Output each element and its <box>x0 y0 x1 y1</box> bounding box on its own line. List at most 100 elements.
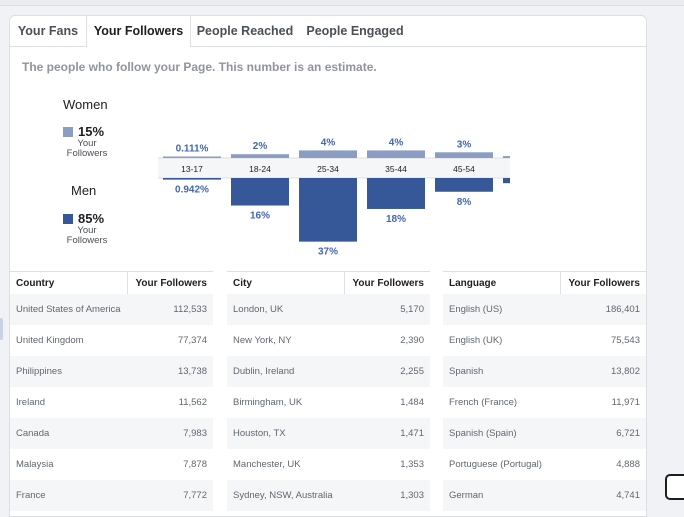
legend-men-percent: 85% <box>78 211 105 226</box>
table-row: German 4,741 <box>443 480 646 511</box>
city-followers-column-header[interactable]: Your Followers <box>352 278 425 289</box>
country-table-header: Country Your Followers <box>10 271 213 296</box>
women-bar-45-54 <box>435 152 493 158</box>
followers-count: 13,738 <box>177 366 207 377</box>
followers-card: Your Fans Your Followers People Reached … <box>9 15 647 517</box>
followers-count: 2,255 <box>400 366 424 377</box>
city-name: Birmingham, UK <box>233 397 303 408</box>
city-name: Dublin, Ireland <box>233 366 295 377</box>
followers-count: 1,303 <box>400 490 424 501</box>
women-bar-13-17 <box>163 156 221 158</box>
left-scroll-marker <box>0 318 3 340</box>
language-followers-column-header[interactable]: Your Followers <box>568 278 641 289</box>
women-bar-35-44 <box>367 150 425 158</box>
country-name: United States of America <box>16 304 121 315</box>
table-row: English (US) 186,401 <box>443 294 646 325</box>
men-bar-35-44 <box>367 178 425 209</box>
age-tick-label: 25-34 <box>317 164 339 174</box>
age-axis-band <box>158 158 510 178</box>
men-bar-18-24 <box>231 178 289 206</box>
legend-women-swatch <box>63 127 73 137</box>
followers-count: 7,983 <box>183 428 207 439</box>
table-row: London, UK 5,170 <box>227 294 430 325</box>
tab-bar: Your Fans Your Followers People Reached … <box>10 16 646 47</box>
legend-women-label: Your Followers <box>62 139 112 159</box>
table-row: Dublin, Ireland 2,255 <box>227 356 430 387</box>
followers-count: 6,721 <box>616 428 640 439</box>
language-name: Spanish (Spain) <box>449 428 517 439</box>
tab-people-engaged[interactable]: People Engaged <box>306 24 404 38</box>
followers-count: 75,543 <box>610 335 640 346</box>
city-table-header: City Your Followers <box>227 271 430 296</box>
followers-count: 7,878 <box>183 459 207 470</box>
page-subtitle: The people who follow your Page. This nu… <box>22 60 377 74</box>
language-column-header[interactable]: Language <box>449 278 497 289</box>
men-bar-25-34 <box>299 178 357 242</box>
legend-men-sub1: Your <box>77 225 97 236</box>
table-row: Malaysia 7,878 <box>10 449 213 480</box>
women-bar-25-34 <box>299 150 357 158</box>
top-bar <box>0 0 684 6</box>
city-name: Sydney, NSW, Australia <box>233 490 333 501</box>
men-data-label: 37% <box>318 247 338 258</box>
followers-count: 5,170 <box>400 304 424 315</box>
women-bar-18-24 <box>231 154 289 158</box>
table-row: Canada 7,983 <box>10 418 213 449</box>
language-name: German <box>449 490 484 501</box>
followers-count: 77,374 <box>177 335 207 346</box>
followers-count: 7,772 <box>183 490 207 501</box>
table-row: Birmingham, UK 1,484 <box>227 387 430 418</box>
table-row: Manchester, UK 1,353 <box>227 449 430 480</box>
language-name: French (France) <box>449 397 518 408</box>
followers-count: 2,390 <box>400 335 424 346</box>
table-row: United States of America 112,533 <box>10 294 213 325</box>
women-data-label: 3% <box>457 139 472 150</box>
women-data-label: 4% <box>389 137 404 148</box>
followers-count: 186,401 <box>605 304 640 315</box>
tab-your-followers[interactable]: Your Followers <box>86 16 191 47</box>
table-row: Houston, TX 1,471 <box>227 418 430 449</box>
legend-women-percent: 15% <box>78 124 105 139</box>
men-data-label: 0.942% <box>175 185 209 196</box>
age-tick-label: 13-17 <box>181 164 203 174</box>
city-name: Houston, TX <box>233 428 286 439</box>
language-name: Spanish <box>449 366 484 377</box>
tab-your-fans[interactable]: Your Fans <box>17 24 79 38</box>
followers-count: 11,971 <box>611 397 640 408</box>
language-table-header: Language Your Followers <box>443 271 646 296</box>
table-row: New York, NY 2,390 <box>227 325 430 356</box>
age-gender-chart: 13-17 0.111% 0.942% 18-24 2% 16% 25-34 4% 37% 35-… <box>158 137 510 258</box>
country-followers-column-header[interactable]: Your Followers <box>135 278 208 289</box>
table-row: Philippines 13,738 <box>10 356 213 387</box>
table-row: Ireland 11,562 <box>10 387 213 418</box>
country-name: Philippines <box>16 366 62 377</box>
legend-men-sub2: Followers <box>66 235 108 246</box>
legend-women-sub2: Followers <box>66 148 108 159</box>
legend-men-swatch <box>63 214 73 224</box>
men-data-label: 18% <box>386 214 406 225</box>
women-bar-55-64 <box>503 156 510 158</box>
language-name: English (UK) <box>449 335 503 346</box>
tab-people-reached[interactable]: People Reached <box>196 24 294 38</box>
followers-count: 4,888 <box>616 459 640 470</box>
legend-women-sub1: Your <box>77 138 97 149</box>
city-name: London, UK <box>233 304 284 315</box>
men-data-label: 16% <box>250 211 270 222</box>
men-bar-55-64 <box>503 178 510 184</box>
country-name: Malaysia <box>16 459 54 470</box>
city-column-header[interactable]: City <box>233 278 252 289</box>
age-tick-label: 35-44 <box>385 164 407 174</box>
followers-count: 1,471 <box>400 428 424 439</box>
age-tick-label: 45-54 <box>453 164 475 174</box>
city-name: Manchester, UK <box>233 459 301 470</box>
country-name: Ireland <box>16 397 46 408</box>
table-row: United Kingdom 77,374 <box>10 325 213 356</box>
table-row: French (France) 11,971 <box>443 387 646 418</box>
followers-count: 1,484 <box>400 397 424 408</box>
side-panel-icon[interactable] <box>665 474 684 500</box>
country-name: France <box>16 490 46 501</box>
legend-men-label: Your Followers <box>62 226 112 246</box>
table-row: Spanish (Spain) 6,721 <box>443 418 646 449</box>
followers-count: 112,533 <box>173 304 207 315</box>
country-column-header[interactable]: Country <box>16 278 55 289</box>
